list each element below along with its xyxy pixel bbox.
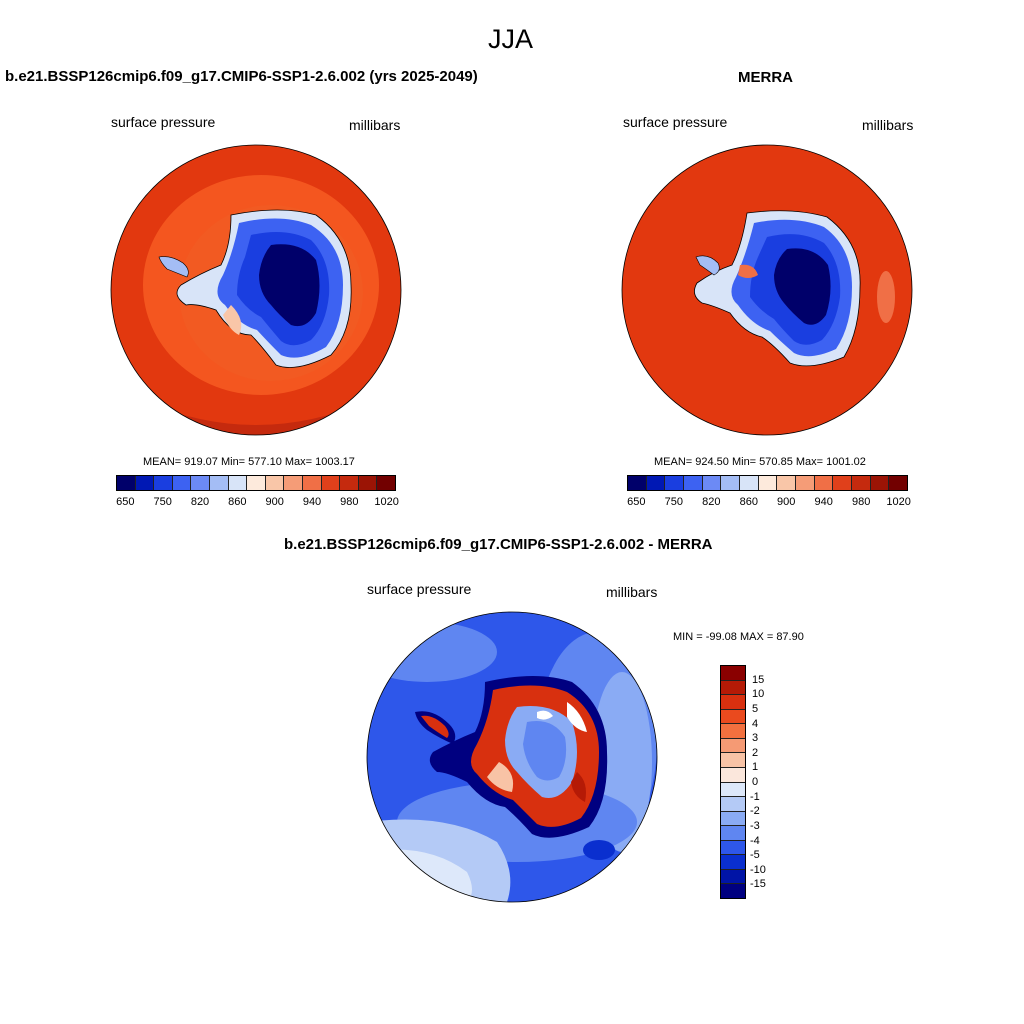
panel1-variable-label: surface pressure (111, 114, 216, 130)
colorbar-swatch (721, 738, 745, 754)
colorbar-swatch (721, 680, 745, 696)
colorbar-tick-label: 650 (116, 496, 135, 508)
colorbar-tick-label: -2 (750, 805, 760, 818)
panel1-units-label: millibars (349, 117, 401, 133)
colorbar-swatch (721, 695, 745, 710)
colorbar-swatch (284, 476, 303, 490)
panel3-map (366, 611, 658, 903)
colorbar-swatch (117, 476, 136, 490)
panel2-colorbar-ticks: 650 750 820 860 900 940 980 1020 (627, 496, 911, 510)
colorbar-swatch (721, 753, 745, 768)
panel2-colorbar (627, 475, 908, 491)
figure-title: JJA (488, 24, 534, 54)
panel1-colorbar-ticks: 650 750 820 860 900 940 980 1020 (116, 496, 399, 510)
colorbar-swatch (833, 476, 853, 490)
colorbar-swatch (340, 476, 359, 490)
colorbar-tick-label: 15 (752, 673, 765, 686)
panel2-map (621, 144, 913, 436)
colorbar-swatch (889, 476, 908, 490)
colorbar-swatch (721, 724, 745, 739)
colorbar-tick-label: 1020 (374, 496, 399, 508)
colorbar-swatch (814, 476, 834, 490)
colorbar-swatch (702, 476, 722, 490)
colorbar-tick-label: 4 (752, 717, 759, 730)
colorbar-tick-label: -10 (750, 863, 766, 876)
colorbar-swatch (721, 666, 745, 681)
colorbar-tick-label: 860 (739, 496, 758, 508)
colorbar-swatch (247, 476, 266, 490)
colorbar-swatch (721, 709, 745, 725)
panel3-units-label: millibars (606, 584, 658, 600)
colorbar-swatch (721, 797, 745, 812)
colorbar-swatch (209, 476, 229, 490)
colorbar-tick-label: 820 (190, 496, 210, 508)
colorbar-swatch (358, 476, 378, 490)
colorbar-swatch (684, 476, 703, 490)
colorbar-swatch (721, 767, 745, 783)
colorbar-tick-label: 2 (752, 746, 759, 759)
colorbar-tick-label: -4 (750, 834, 760, 847)
colorbar-tick-label: 1020 (886, 496, 911, 508)
panel2-variable-label: surface pressure (623, 114, 728, 130)
colorbar-swatch (852, 476, 871, 490)
colorbar-swatch (377, 476, 395, 490)
colorbar-swatch (321, 476, 341, 490)
panel3-colorbar-ticks: 15 10 5 4 3 2 1 0 -1 -2 -3 -4 -5 -10 -15 (750, 665, 792, 899)
panel1-stats: MEAN= 919.07 Min= 577.10 Max= 1003.17 (143, 456, 355, 468)
colorbar-swatch (721, 476, 741, 490)
colorbar-swatch (721, 855, 745, 870)
colorbar-swatch (265, 476, 285, 490)
colorbar-swatch (628, 476, 647, 490)
colorbar-tick-label: 900 (777, 496, 796, 508)
colorbar-swatch (796, 476, 815, 490)
colorbar-swatch (721, 811, 745, 827)
colorbar-swatch (870, 476, 890, 490)
colorbar-tick-label: 940 (814, 496, 833, 508)
colorbar-tick-label: 1 (752, 761, 759, 774)
colorbar-swatch (721, 869, 745, 885)
colorbar-swatch (777, 476, 797, 490)
colorbar-tick-label: 820 (702, 496, 721, 508)
colorbar-tick-label: 980 (851, 496, 871, 508)
panel3-colorbar (720, 665, 746, 899)
colorbar-swatch (135, 476, 155, 490)
colorbar-tick-label: -1 (750, 790, 760, 803)
colorbar-swatch (721, 826, 745, 841)
colorbar-tick-label: 650 (627, 496, 646, 508)
colorbar-tick-label: -5 (750, 849, 760, 862)
colorbar-tick-label: 5 (752, 702, 759, 715)
colorbar-tick-label: 750 (664, 496, 684, 508)
colorbar-tick-label: 980 (340, 496, 359, 508)
panel2-stats: MEAN= 924.50 Min= 570.85 Max= 1001.02 (654, 456, 866, 468)
colorbar-swatch (721, 884, 745, 898)
colorbar-swatch (172, 476, 192, 490)
colorbar-tick-label: -3 (750, 819, 760, 832)
panel3-stats: MIN = -99.08 MAX = 87.90 (673, 631, 804, 643)
colorbar-swatch (191, 476, 210, 490)
colorbar-tick-label: 900 (265, 496, 284, 508)
panel1-title: b.e21.BSSP126cmip6.f09_g17.CMIP6-SSP1-2.… (5, 68, 478, 85)
colorbar-tick-label: 3 (752, 732, 759, 745)
colorbar-tick-label: 10 (752, 688, 765, 701)
colorbar-swatch (721, 782, 745, 798)
colorbar-swatch (665, 476, 685, 490)
colorbar-tick-label: 0 (752, 776, 759, 788)
colorbar-swatch (721, 840, 745, 856)
panel1-map (110, 144, 402, 436)
colorbar-swatch (740, 476, 759, 490)
panel3-variable-label: surface pressure (367, 581, 472, 597)
colorbar-swatch (154, 476, 173, 490)
colorbar-swatch (758, 476, 778, 490)
colorbar-tick-label: 750 (153, 496, 172, 508)
colorbar-swatch (228, 476, 248, 490)
panel3-title: b.e21.BSSP126cmip6.f09_g17.CMIP6-SSP1-2.… (284, 536, 713, 553)
colorbar-tick-label: 860 (228, 496, 247, 508)
colorbar-tick-label: 940 (302, 496, 322, 508)
panel1-colorbar (116, 475, 396, 491)
colorbar-swatch (646, 476, 666, 490)
colorbar-tick-label: -15 (750, 878, 766, 891)
panel2-units-label: millibars (862, 117, 914, 133)
panel2-title: MERRA (738, 69, 793, 86)
colorbar-swatch (302, 476, 322, 490)
